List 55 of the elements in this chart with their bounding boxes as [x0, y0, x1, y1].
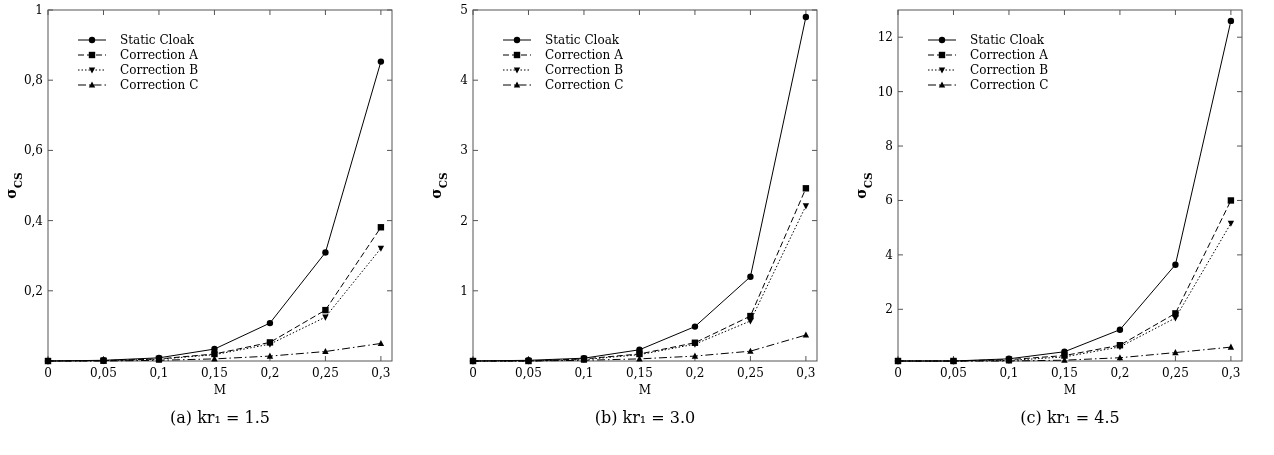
legend-label: Correction A	[120, 48, 199, 62]
x-axis-title: M	[1063, 383, 1077, 397]
legend-label: Correction B	[120, 63, 199, 77]
y-tick-label: 1	[35, 3, 43, 17]
x-tick-label: 0,3	[796, 366, 816, 380]
y-tick-label: 0,6	[23, 143, 43, 158]
y-tick-label: 1	[460, 283, 468, 298]
legend-label: Correction C	[120, 78, 199, 92]
y-tick-label: 0,8	[23, 73, 43, 88]
legend-label: Correction B	[970, 63, 1049, 77]
y-tick-label: 6	[885, 193, 893, 208]
y-tick-label: 12	[877, 30, 893, 45]
legend-label: Correction A	[970, 48, 1049, 62]
x-tick-label: 0,25	[1162, 366, 1189, 380]
x-tick-label: 0,1	[999, 366, 1019, 380]
legend-label: Correction C	[970, 78, 1049, 92]
x-tick-label: 0,25	[312, 366, 339, 380]
x-tick-label: 0,05	[515, 366, 542, 380]
x-tick-label: 0	[44, 366, 52, 380]
x-tick-label: 0,2	[1110, 366, 1130, 380]
x-tick-label: 0	[469, 366, 477, 380]
x-axis-title: M	[213, 383, 227, 397]
y-tick-label: 4	[885, 247, 894, 262]
text: (b) kr₁ = 3.0	[594, 408, 696, 427]
legend-label: Static Cloak	[970, 33, 1045, 47]
legend-label: Correction A	[545, 48, 624, 62]
x-tick-label: 0,2	[260, 366, 280, 380]
legend-label: Static Cloak	[545, 33, 620, 47]
y-tick-label: 2	[460, 213, 468, 228]
legend-label: Static Cloak	[120, 33, 195, 47]
x-tick-label: 0	[894, 366, 902, 380]
y-tick-label: 10	[877, 84, 893, 99]
y-tick-label: 3	[460, 143, 468, 158]
y-tick-label: 8	[885, 139, 893, 154]
x-tick-label: 0,15	[201, 366, 228, 380]
x-tick-label: 0,15	[626, 366, 653, 380]
text: (a) kr₁ = 1.5	[170, 408, 270, 427]
legend-label: Correction B	[545, 63, 624, 77]
x-tick-label: 0,05	[940, 366, 967, 380]
x-tick-label: 0,3	[371, 366, 391, 380]
x-tick-label: 0,15	[1051, 366, 1078, 380]
y-tick-label: 4	[460, 73, 469, 88]
x-tick-label: 0,3	[1221, 366, 1241, 380]
x-tick-label: 0,1	[574, 366, 594, 380]
x-tick-label: 0,2	[685, 366, 705, 380]
y-tick-label: 0,4	[23, 213, 44, 228]
x-tick-label: 0,1	[149, 366, 169, 380]
text: (c) kr₁ = 4.5	[1020, 408, 1120, 427]
x-axis-title: M	[638, 383, 652, 397]
y-tick-label: 0,2	[23, 283, 43, 298]
x-tick-label: 0,05	[90, 366, 117, 380]
y-tick-label: 5	[460, 3, 468, 17]
legend-label: Correction C	[545, 78, 624, 92]
y-tick-label: 2	[885, 302, 893, 317]
x-tick-label: 0,25	[737, 366, 764, 380]
